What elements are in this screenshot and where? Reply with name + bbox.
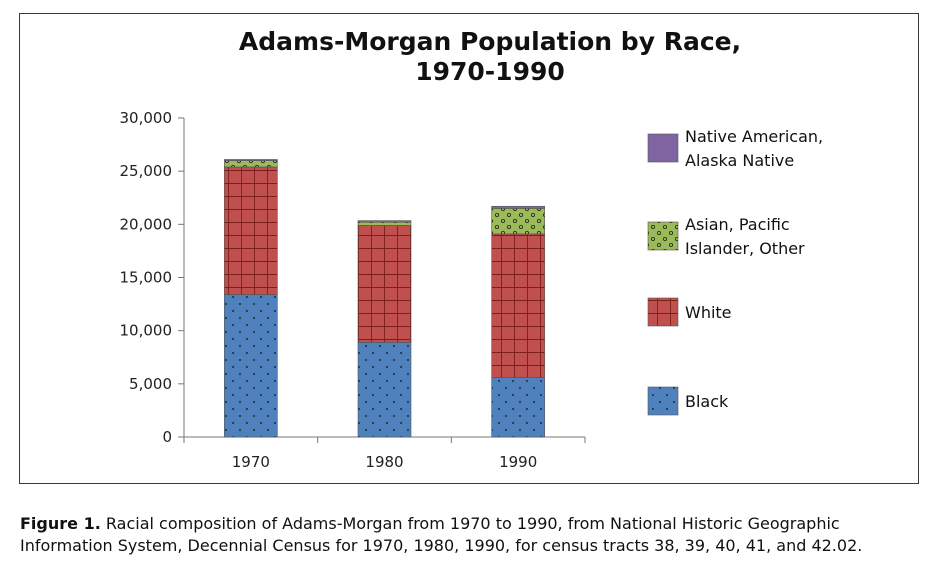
legend-label: Alaska Native (685, 151, 794, 170)
bar-segment (224, 160, 278, 168)
y-tick-label: 25,000 (120, 162, 173, 180)
bar-segment (224, 294, 278, 438)
chart-frame: Adams-Morgan Population by Race, 1970-19… (19, 13, 919, 484)
caption-label: Figure 1. (20, 514, 101, 533)
x-tick-label: 1990 (499, 453, 537, 471)
y-tick-label: 0 (162, 428, 172, 446)
y-tick-label: 10,000 (120, 322, 173, 340)
legend-label: Islander, Other (685, 239, 805, 258)
y-tick-label: 30,000 (120, 109, 173, 127)
bar-segment (491, 233, 545, 378)
bar-segment (224, 159, 278, 161)
y-tick-label: 15,000 (120, 269, 173, 287)
bar-segment (357, 220, 412, 223)
chart: Adams-Morgan Population by Race, 1970-19… (120, 27, 824, 471)
bar-segment (491, 205, 545, 209)
chart-title-line-1: Adams-Morgan Population by Race, (239, 27, 741, 56)
legend-label: Black (685, 392, 729, 411)
figure-caption: Figure 1. Racial composition of Adams-Mo… (20, 513, 925, 557)
legend-label: Native American, (685, 127, 823, 146)
legend-swatch (647, 386, 679, 416)
bar-segment (357, 342, 412, 438)
legend-label: Asian, Pacific (685, 215, 790, 234)
y-tick-label: 5,000 (129, 375, 172, 393)
x-tick-label: 1980 (365, 453, 403, 471)
caption-text: Racial composition of Adams-Morgan from … (20, 514, 863, 555)
bar-segment (491, 208, 545, 235)
bar-segment (357, 225, 412, 343)
chart-title-line-2: 1970-1990 (415, 57, 565, 86)
legend-swatch (647, 133, 679, 163)
y-tick-label: 20,000 (120, 215, 173, 233)
plot-area: 0 5,000 10,000 15,000 20,000 25,000 30,000 1970… (120, 109, 586, 471)
bar-segment (224, 166, 278, 295)
legend: Native American, Alaska Native Asian, Paci… (647, 127, 823, 416)
legend-label: White (685, 303, 732, 322)
x-tick-label: 1970 (232, 453, 270, 471)
legend-swatch (647, 221, 679, 251)
legend-swatch (647, 297, 679, 327)
bar-segment (491, 377, 545, 438)
bar-segment (357, 221, 412, 226)
